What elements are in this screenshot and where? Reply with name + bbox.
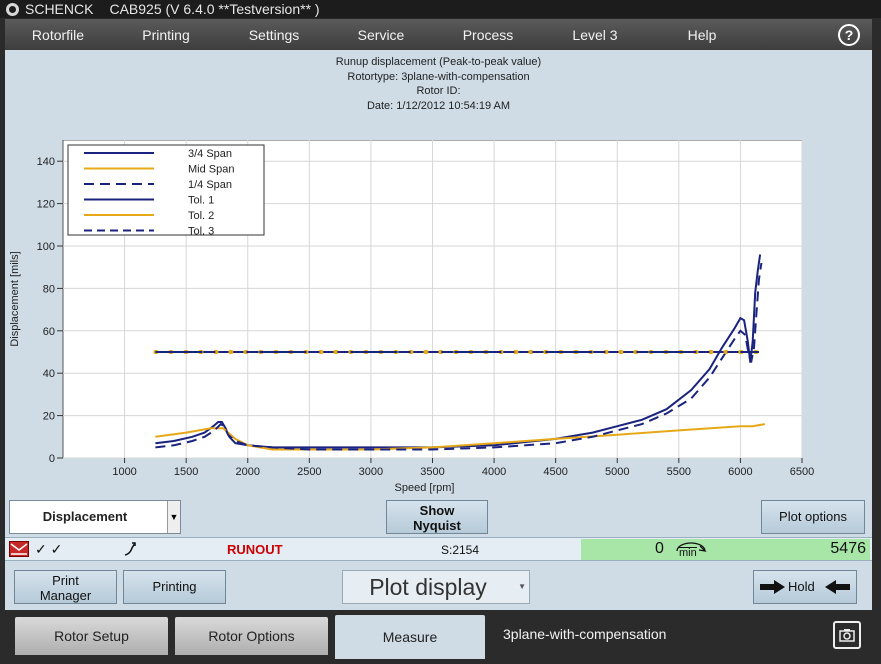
show-nyquist-button[interactable]: Show Nyquist bbox=[386, 500, 488, 534]
arrow-right-icon bbox=[760, 580, 785, 594]
rotor-id-label: Rotor ID: bbox=[416, 85, 461, 97]
rotor-type-label: Rotortype: 3plane-with-compensation bbox=[347, 70, 530, 83]
runup-chart: 0 20 40 60 80 100 120 140 1000 1500 2000 2500 3000 35… bbox=[9, 140, 814, 494]
x-tick-label: 4500 bbox=[543, 466, 567, 478]
speed-value: 0 bbox=[655, 540, 664, 557]
check-indicators: ✓ ✓ bbox=[35, 541, 63, 557]
x-tick-label: 5500 bbox=[667, 466, 691, 478]
y-tick-label: 80 bbox=[43, 283, 55, 295]
schenck-logo-icon bbox=[6, 2, 19, 16]
tab-bar: Rotor Setup Rotor Options Measure 3plane… bbox=[0, 612, 881, 664]
printing-button[interactable]: Printing bbox=[123, 570, 226, 604]
y-tick-label: 40 bbox=[43, 368, 55, 380]
ramp-icon bbox=[123, 540, 137, 558]
legend-label-5: Tol. 3 bbox=[188, 226, 214, 238]
menu-rotorfile[interactable]: Rotorfile bbox=[31, 26, 85, 43]
x-tick-label: 3000 bbox=[359, 466, 383, 478]
menu-printing[interactable]: Printing bbox=[142, 26, 190, 43]
status-bar: ✓ ✓ RUNOUT S:2154 0 min 5476 bbox=[5, 537, 872, 561]
hold-label: Hold bbox=[788, 579, 815, 594]
legend-label-3: Tol. 1 bbox=[188, 195, 214, 207]
alarm-icon bbox=[9, 541, 29, 557]
speed-panel: 0 min 5476 bbox=[581, 539, 870, 560]
series-line-2 bbox=[155, 262, 763, 451]
menu-help[interactable]: Help bbox=[687, 26, 717, 43]
print-manager-label-2: Manager bbox=[39, 588, 92, 603]
runout-label: RUNOUT bbox=[227, 542, 283, 557]
x-tick-label: 2500 bbox=[297, 466, 321, 478]
x-tick-label: 5000 bbox=[605, 466, 629, 478]
counter-value: 5476 bbox=[830, 540, 866, 557]
rpm-unit-icon bbox=[674, 539, 708, 559]
y-tick-label: 140 bbox=[37, 156, 55, 168]
show-nyquist-label-1: Show bbox=[419, 503, 455, 518]
legend-label-0: 3/4 Span bbox=[188, 148, 232, 160]
y-axis-label: Displacement [mils] bbox=[9, 251, 21, 346]
y-tick-label: 120 bbox=[37, 199, 55, 211]
menu-service[interactable]: Service bbox=[357, 26, 405, 43]
legend-box bbox=[67, 144, 265, 236]
tab-rotor-options[interactable]: Rotor Options bbox=[175, 617, 328, 655]
print-manager-button[interactable]: Print Manager bbox=[14, 570, 117, 604]
arrow-left-icon bbox=[825, 580, 850, 594]
legend-label-2: 1/4 Span bbox=[188, 179, 232, 191]
main-content: Runup displacement (Peak-to-peak value) … bbox=[5, 50, 872, 610]
rotor-type-indicator: 3plane-with-compensation bbox=[503, 626, 667, 642]
x-tick-label: 6000 bbox=[728, 466, 752, 478]
y-tick-label: 60 bbox=[43, 326, 55, 338]
y-tick-label: 100 bbox=[37, 241, 55, 253]
date-label: Date: 1/12/2012 10:54:19 AM bbox=[366, 99, 511, 112]
y-tick-label: 20 bbox=[43, 411, 55, 423]
y-tick-label: 0 bbox=[49, 453, 55, 465]
x-tick-label: 6500 bbox=[790, 466, 814, 478]
x-tick-label: 3500 bbox=[420, 466, 444, 478]
menu-process[interactable]: Process bbox=[462, 26, 514, 43]
brand-name: SCHENCK bbox=[25, 1, 94, 17]
camera-icon[interactable] bbox=[833, 621, 861, 649]
title-bar: SCHENCK CAB925 (V 6.4.0 **Testversion** … bbox=[0, 0, 881, 18]
print-manager-label-1: Print bbox=[52, 573, 79, 588]
x-axis-label: Speed [rpm] bbox=[395, 482, 455, 494]
legend-label-1: Mid Span bbox=[188, 164, 234, 176]
x-tick-label: 1500 bbox=[174, 466, 198, 478]
chevron-down-icon[interactable]: ▼ bbox=[518, 582, 526, 591]
menu-level[interactable]: Level 3 bbox=[572, 26, 618, 43]
help-icon[interactable]: ? bbox=[838, 24, 860, 46]
show-nyquist-label-2: Nyquist bbox=[413, 518, 461, 533]
rpm-unit-label: min bbox=[679, 547, 697, 559]
s-value: S:2154 bbox=[441, 543, 480, 557]
legend-label-4: Tol. 2 bbox=[188, 210, 214, 222]
tab-measure[interactable]: Measure bbox=[335, 615, 485, 659]
x-tick-label: 1000 bbox=[112, 466, 136, 478]
hold-button[interactable]: Hold bbox=[753, 570, 857, 604]
app-title: CAB925 (V 6.4.0 **Testversion** ) bbox=[109, 1, 320, 17]
x-tick-label: 4000 bbox=[482, 466, 506, 478]
plot-options-button[interactable]: Plot options bbox=[761, 500, 865, 534]
plot-display-dropdown[interactable]: Plot display ▼ bbox=[342, 570, 530, 604]
menu-bar: Rotorfile Printing Settings Service Proc… bbox=[5, 19, 872, 50]
menu-settings[interactable]: Settings bbox=[248, 26, 300, 43]
x-tick-label: 2000 bbox=[236, 466, 260, 478]
tab-rotor-setup[interactable]: Rotor Setup bbox=[15, 617, 168, 655]
plot-display-value: Plot display bbox=[369, 574, 487, 600]
displacement-dropdown-value: Displacement bbox=[42, 509, 128, 524]
chevron-down-icon[interactable]: ▼ bbox=[167, 501, 180, 533]
plot-header: Runup displacement (Peak-to-peak value) … bbox=[5, 55, 872, 113]
displacement-dropdown[interactable]: Displacement ▼ bbox=[9, 500, 181, 534]
plot-title: Runup displacement (Peak-to-peak value) bbox=[335, 56, 542, 68]
